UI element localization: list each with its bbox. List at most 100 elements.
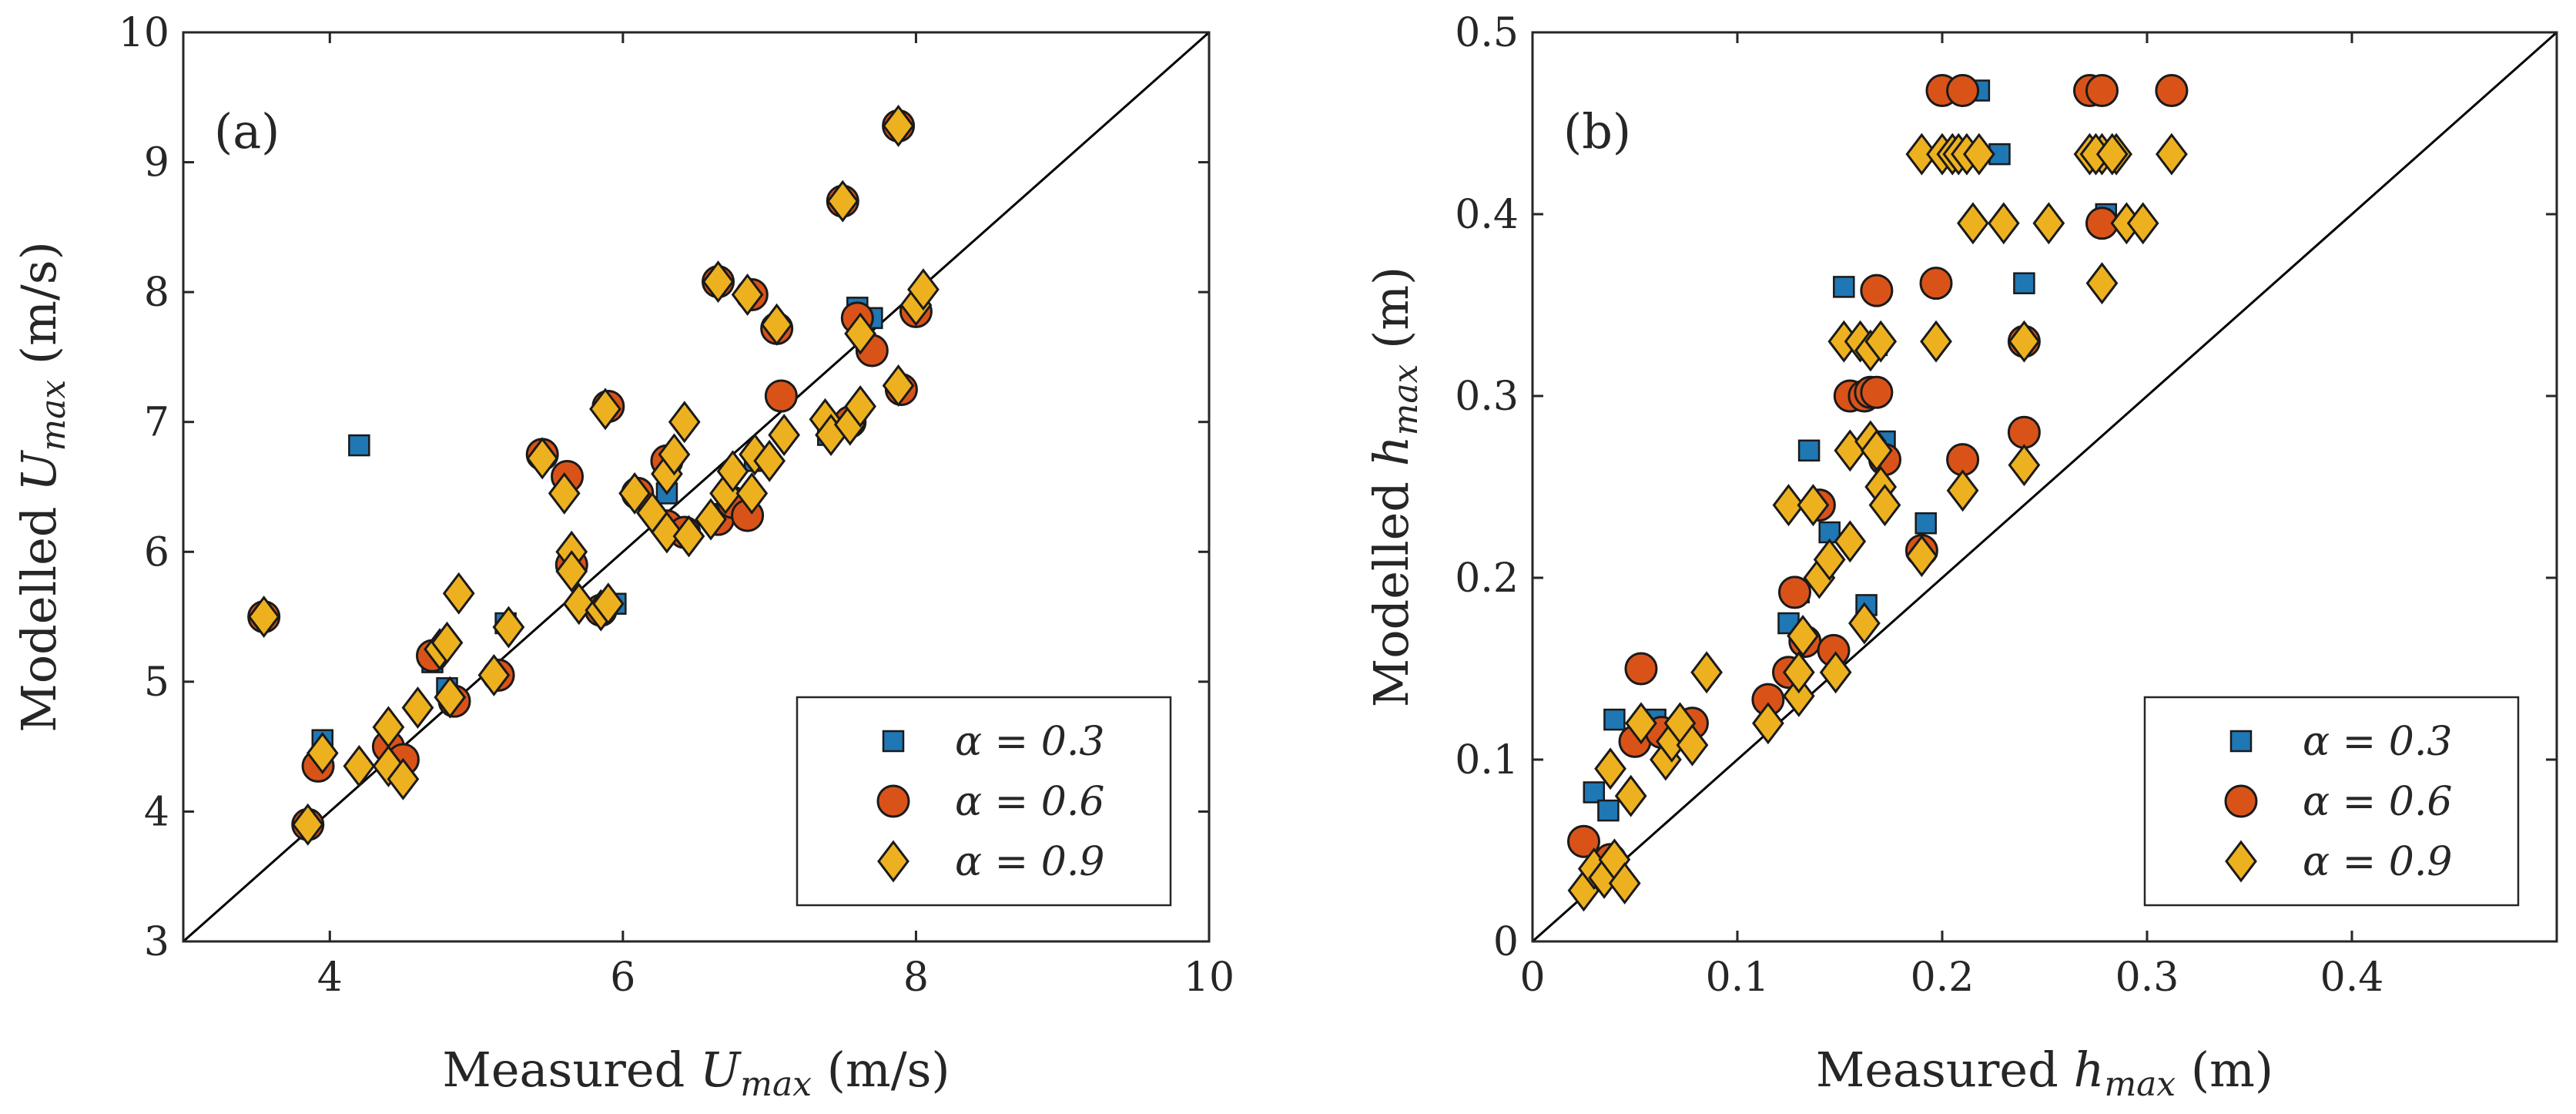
point-a-2-34 — [735, 471, 769, 515]
point-a-2-20 — [591, 582, 625, 626]
point-b-2-12 — [1690, 651, 1723, 694]
ytick-label-b-0: 0 — [1493, 919, 1519, 965]
legend-label-b-2: α = 0.9 — [2303, 839, 2452, 885]
point-a-2-41 — [826, 180, 859, 223]
ytick-label-b-5: 0.5 — [1455, 10, 1519, 56]
ytick-label-a-4: 7 — [144, 400, 169, 446]
identity-line-b — [1532, 31, 2558, 943]
point-a-2-21 — [589, 388, 621, 431]
xtick-label-b-4: 0.4 — [2320, 955, 2384, 1001]
legend-marker-a-1 — [876, 784, 910, 818]
point-a-2-5 — [372, 744, 405, 787]
point-a-2-11 — [434, 676, 467, 719]
identity-line-a — [183, 31, 1210, 943]
point-b-0-1 — [1597, 799, 1620, 822]
legend-label-a-2: α = 0.9 — [955, 839, 1104, 885]
point-b-2-24 — [1834, 520, 1867, 563]
point-b-2-49 — [2085, 262, 2119, 305]
point-b-2-44 — [2008, 444, 2041, 487]
point-b-2-4 — [1608, 862, 1641, 904]
point-a-2-29 — [695, 498, 727, 541]
legend-box-b — [2143, 696, 2520, 907]
y-axis-title-a: Modelled Umax (m/s) — [11, 241, 73, 733]
point-a-2-30 — [702, 260, 735, 304]
panel-b: 0 0.1 0.2 0.3 0.4 0 0.1 0.2 0.3 0.4 0.5 (b) Measured… — [1363, 10, 2558, 1104]
legend-label-a-1: α = 0.6 — [955, 779, 1104, 825]
ytick-label-a-7: 10 — [119, 10, 169, 56]
point-b-1-23 — [2007, 415, 2041, 449]
point-a-2-2 — [306, 732, 339, 775]
point-a-0-0 — [348, 434, 370, 457]
point-a-2-7 — [401, 686, 434, 730]
point-a-2-28 — [672, 515, 705, 558]
ytick-label-b-4: 0.4 — [1455, 192, 1519, 238]
point-a-2-36 — [753, 439, 786, 482]
point-b-0-15 — [2013, 272, 2035, 294]
axes-frame-a — [182, 31, 1211, 943]
legend-marker-b-2 — [2225, 840, 2257, 883]
ytick-label-b-2: 0.2 — [1455, 555, 1519, 602]
point-b-2-17 — [1787, 615, 1820, 657]
point-b-2-26 — [1848, 602, 1881, 645]
ytick-label-a-6: 9 — [144, 140, 169, 186]
point-a-2-6 — [387, 757, 420, 800]
legend-marker-b-0 — [2229, 730, 2253, 753]
point-b-1-8 — [1777, 575, 1811, 609]
series-a-2 — [247, 104, 940, 846]
point-a-2-0 — [291, 803, 324, 846]
panel-a: 4 6 8 10 3 4 5 6 7 8 9 10 (a) Measured Umax (m/s) Mode… — [11, 10, 1234, 1104]
legend-label-b-0: α = 0.3 — [2303, 719, 2452, 765]
point-b-1-21 — [1946, 74, 1980, 108]
point-a-2-24 — [651, 511, 683, 554]
point-b-1-19 — [1919, 267, 1953, 300]
point-a-2-18 — [562, 582, 595, 626]
point-a-2-17 — [555, 550, 588, 593]
point-b-2-45 — [2008, 320, 2041, 363]
point-b-2-33 — [1905, 535, 1938, 578]
point-a-2-48 — [907, 268, 940, 311]
x-axis-title-a: Measured Umax (m/s) — [442, 1042, 950, 1104]
point-a-2-26 — [658, 433, 691, 476]
point-b-2-55 — [2095, 133, 2129, 176]
point-b-1-3 — [1624, 652, 1658, 686]
point-a-2-14 — [526, 437, 559, 480]
point-b-2-35 — [1920, 320, 1952, 363]
xtick-label-a-2: 8 — [903, 955, 929, 1001]
ytick-label-b-1: 0.1 — [1455, 737, 1519, 783]
point-b-1-15 — [1860, 273, 1894, 307]
point-a-2-33 — [731, 273, 764, 316]
panel-label-a: (a) — [214, 103, 280, 159]
point-b-1-0 — [1567, 824, 1600, 858]
point-b-2-15 — [1782, 674, 1815, 717]
point-a-2-32 — [716, 450, 749, 493]
point-b-2-39 — [1946, 469, 1979, 512]
legend-box-a — [796, 696, 1172, 907]
ytick-label-a-0: 3 — [144, 919, 169, 965]
point-b-2-30 — [1864, 320, 1898, 363]
point-b-2-16 — [1782, 651, 1815, 694]
point-b-0-2 — [1603, 708, 1626, 731]
point-b-2-52 — [2126, 202, 2159, 245]
point-b-2-41 — [1957, 202, 1989, 245]
point-a-2-45 — [882, 104, 915, 147]
panel-label-b: (b) — [1563, 103, 1631, 159]
point-a-2-12 — [477, 653, 511, 696]
point-a-2-15 — [548, 471, 581, 515]
legend-marker-a-0 — [882, 730, 905, 753]
ytick-label-b-3: 0.3 — [1455, 374, 1519, 420]
point-b-2-42 — [1962, 133, 1995, 176]
ytick-label-a-5: 8 — [144, 270, 169, 316]
ytick-label-a-1: 4 — [144, 789, 169, 835]
point-b-2-43 — [1987, 202, 2020, 245]
point-a-2-38 — [768, 414, 801, 457]
ytick-label-a-3: 6 — [144, 529, 169, 575]
xtick-label-a-0: 4 — [317, 955, 343, 1001]
xtick-label-b-2: 0.2 — [1911, 955, 1975, 1001]
point-b-1-16 — [1860, 375, 1894, 409]
point-a-2-27 — [668, 401, 701, 444]
point-b-2-5 — [1614, 774, 1647, 817]
point-b-2-53 — [2156, 133, 2188, 176]
point-a-2-44 — [844, 312, 877, 355]
point-a-2-46 — [882, 364, 915, 407]
